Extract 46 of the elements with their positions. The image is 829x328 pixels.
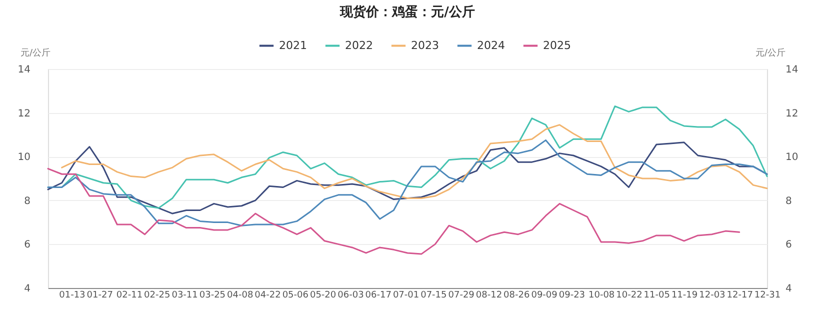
y-tick-label: 12 — [18, 108, 30, 120]
y2-tick-label: 10 — [786, 152, 798, 164]
y2-axis-title: 元/公斤 — [755, 48, 786, 58]
y-tick-label: 14 — [18, 64, 30, 76]
x-tick-label: 02-25 — [144, 290, 170, 300]
legend-label: 2023 — [411, 38, 439, 52]
x-tick-label: 09-23 — [558, 290, 586, 300]
y-tick-label: 4 — [24, 284, 30, 294]
x-tick-label: 06-03 — [338, 290, 364, 300]
y2-tick-label: 6 — [786, 240, 792, 251]
x-tick-label: 04-08 — [227, 290, 254, 300]
x-tick-label: 04-22 — [254, 290, 281, 300]
x-tick-label: 03-11 — [172, 290, 198, 300]
x-tick-label: 12-17 — [726, 290, 753, 300]
legend-label: 2024 — [477, 38, 505, 52]
x-tick-label: 08-26 — [504, 290, 530, 300]
y-tick-label: 8 — [24, 196, 30, 207]
x-tick-label: 01-27 — [86, 290, 113, 300]
x-tick-label: 12-03 — [699, 290, 726, 300]
y-tick-label: 6 — [24, 240, 30, 251]
legend-label: 2021 — [279, 38, 307, 52]
x-tick-label: 03-25 — [199, 290, 226, 300]
x-tick-label: 07-29 — [448, 290, 475, 300]
x-tick-label: 05-20 — [310, 290, 336, 300]
y-axis-title: 元/公斤 — [20, 48, 51, 58]
x-tick-label: 02-11 — [116, 290, 143, 300]
legend-label: 2022 — [345, 38, 373, 52]
x-tick-label: 06-17 — [365, 290, 392, 300]
x-tick-label: 11-05 — [644, 290, 670, 300]
x-tick-label: 07-01 — [392, 290, 420, 300]
chart-title: 现货价：鸡蛋：元/公斤 — [339, 4, 475, 20]
legend-label: 2025 — [543, 38, 571, 52]
x-tick-label: 12-31 — [754, 290, 781, 300]
x-tick-label: 05-06 — [282, 290, 309, 300]
y2-tick-label: 4 — [786, 284, 792, 294]
x-tick-label: 07-15 — [420, 290, 447, 300]
y2-tick-label: 12 — [786, 108, 798, 120]
x-tick-label: 11-19 — [671, 290, 698, 300]
y2-tick-label: 8 — [786, 196, 792, 207]
x-tick-label: 09-09 — [531, 290, 558, 300]
x-tick-label: 10-08 — [588, 290, 615, 300]
x-tick-label: 10-22 — [616, 290, 642, 300]
x-tick-label: 01-13 — [59, 290, 86, 300]
y2-tick-label: 14 — [786, 64, 798, 76]
x-tick-label: 08-12 — [476, 290, 502, 300]
y-tick-label: 10 — [18, 152, 30, 164]
